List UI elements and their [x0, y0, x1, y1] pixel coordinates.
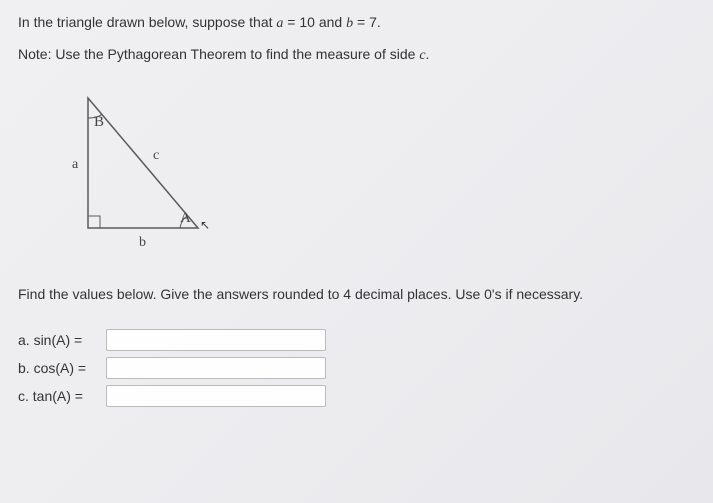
cursor-icon: ↖ — [200, 218, 210, 232]
val-a: 10 — [299, 14, 315, 30]
instructions: Find the values below. Give the answers … — [18, 284, 695, 305]
label-sin-a: a. sin(A) = — [18, 332, 106, 348]
svg-text:B: B — [94, 114, 104, 130]
answer-row-a: a. sin(A) = — [18, 329, 695, 351]
triangle-diagram: B A a b c ↖ — [48, 88, 218, 258]
answer-row-b: b. cos(A) = — [18, 357, 695, 379]
input-tan-a[interactable] — [106, 385, 326, 407]
period: . — [426, 46, 430, 62]
text-mid: and — [315, 14, 346, 30]
eq2: = — [353, 14, 369, 30]
val-b: 7. — [369, 14, 381, 30]
problem-line-1: In the triangle drawn below, suppose tha… — [18, 12, 695, 34]
answer-row-c: c. tan(A) = — [18, 385, 695, 407]
input-cos-a[interactable] — [106, 357, 326, 379]
input-sin-a[interactable] — [106, 329, 326, 351]
svg-text:b: b — [139, 235, 146, 250]
label-tan-a: c. tan(A) = — [18, 388, 106, 404]
eq1: = — [283, 14, 299, 30]
svg-text:c: c — [153, 148, 159, 163]
note-text: Note: Use the Pythagorean Theorem to fin… — [18, 46, 419, 62]
text-intro: In the triangle drawn below, suppose tha… — [18, 14, 276, 30]
problem-line-2: Note: Use the Pythagorean Theorem to fin… — [18, 44, 695, 66]
svg-text:A: A — [180, 210, 191, 226]
label-cos-a: b. cos(A) = — [18, 360, 106, 376]
svg-text:a: a — [72, 157, 79, 172]
triangle-svg: B A a b c — [48, 88, 218, 258]
